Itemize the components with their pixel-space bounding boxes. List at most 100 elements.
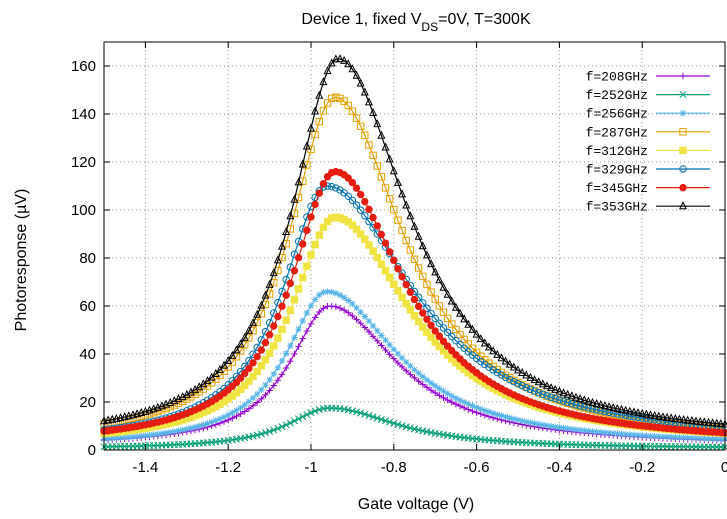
data-point <box>696 435 704 442</box>
data-point <box>319 77 328 86</box>
data-point <box>303 262 311 270</box>
data-point <box>348 107 357 115</box>
data-point <box>439 337 448 346</box>
data-point <box>381 417 390 425</box>
data-point <box>323 99 332 107</box>
data-point <box>414 231 423 240</box>
data-point <box>373 119 382 128</box>
data-point <box>551 394 559 403</box>
data-point <box>688 434 696 442</box>
data-point <box>307 409 315 417</box>
data-point <box>552 423 559 431</box>
data-point <box>679 91 687 99</box>
data-point <box>365 217 373 226</box>
data-point <box>253 399 261 406</box>
data-point <box>365 241 373 249</box>
data-point <box>398 422 406 430</box>
data-point <box>374 327 381 334</box>
legend-item: f=208GHz <box>586 70 710 85</box>
data-point <box>364 97 373 106</box>
data-point <box>311 130 319 139</box>
data-point <box>609 403 618 412</box>
data-point <box>274 312 282 321</box>
data-point <box>386 351 393 358</box>
data-point <box>683 415 692 424</box>
data-point <box>352 225 361 233</box>
data-point <box>278 241 287 250</box>
data-point <box>427 379 435 387</box>
data-point <box>679 128 687 136</box>
data-point <box>311 240 319 249</box>
data-point <box>403 367 410 374</box>
data-point <box>253 318 261 327</box>
data-point <box>303 309 311 317</box>
data-point <box>220 360 229 369</box>
data-point <box>634 408 643 417</box>
data-point <box>460 335 468 344</box>
data-point <box>138 432 145 440</box>
data-point <box>642 409 651 418</box>
data-point <box>245 377 253 385</box>
data-point <box>236 347 245 355</box>
data-point <box>150 431 157 438</box>
legend-item: f=287GHz <box>586 125 710 140</box>
data-point <box>129 433 137 441</box>
data-point <box>344 174 352 182</box>
data-point <box>331 54 340 63</box>
legend-item: f=353GHz <box>586 200 710 215</box>
data-point <box>344 192 352 201</box>
series-line <box>103 58 726 425</box>
data-point <box>684 434 691 442</box>
data-point <box>410 312 419 320</box>
data-point <box>315 117 323 126</box>
data-point <box>647 432 654 440</box>
data-point <box>638 414 646 422</box>
data-point <box>435 302 444 310</box>
data-point <box>547 422 555 430</box>
data-point <box>311 314 319 321</box>
data-point <box>154 430 162 438</box>
data-point <box>568 399 576 408</box>
data-point <box>502 413 509 421</box>
data-point <box>473 404 480 411</box>
data-point <box>510 378 518 386</box>
data-point <box>576 426 584 434</box>
data-point <box>158 430 166 437</box>
data-point <box>600 401 609 410</box>
data-point <box>109 435 116 442</box>
data-point <box>125 434 133 441</box>
data-point <box>299 273 307 282</box>
series-f-353ghz <box>99 54 727 428</box>
data-point <box>406 211 415 220</box>
data-point <box>382 346 389 354</box>
data-point <box>406 246 415 254</box>
axis-ticks: -1.4 -1.2 -1 -0.8 -0.6 -0.4 -0.2 0 0 20 40 60 80 100 1… <box>71 42 727 476</box>
data-point <box>406 306 415 314</box>
data-point <box>427 288 435 296</box>
y-tick-label: 60 <box>79 298 96 315</box>
legend-label: f=329GHz <box>586 163 648 178</box>
data-point <box>709 435 716 443</box>
data-point <box>386 341 393 349</box>
data-point <box>676 434 683 441</box>
data-point <box>215 364 224 373</box>
data-point <box>257 300 266 309</box>
data-point <box>423 376 431 384</box>
data-point <box>563 389 572 398</box>
data-point <box>236 385 245 393</box>
legend-item: f=345GHz <box>586 181 710 196</box>
data-point <box>622 431 629 438</box>
data-point <box>303 411 311 419</box>
data-point <box>357 308 364 316</box>
data-point <box>402 236 410 245</box>
data-point <box>361 197 369 206</box>
data-point <box>444 390 451 397</box>
data-point <box>630 413 638 421</box>
data-point <box>360 87 369 96</box>
chart-title-prefix: Device 1, fixed V <box>301 11 421 28</box>
data-point <box>232 345 241 354</box>
data-point <box>385 273 394 282</box>
data-point <box>316 291 323 299</box>
data-point <box>294 177 303 186</box>
data-point <box>386 418 394 426</box>
